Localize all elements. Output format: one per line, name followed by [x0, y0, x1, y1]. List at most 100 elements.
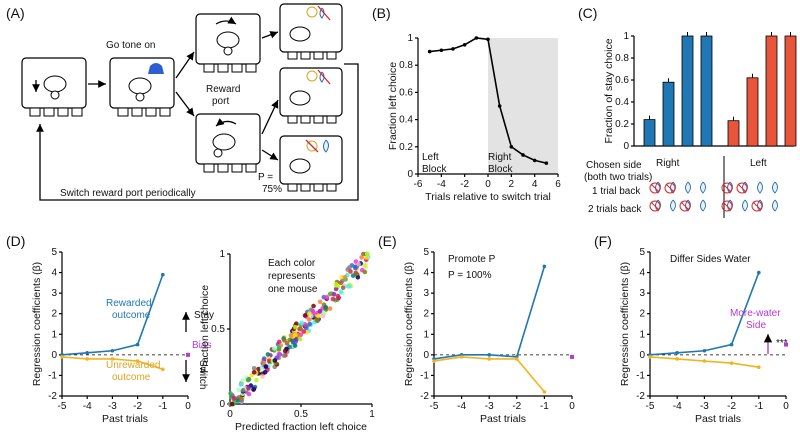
- unrewarded-label-1: Unrewarded: [106, 360, 160, 371]
- scatter-x-tick: 0: [227, 409, 233, 420]
- b-point: [486, 37, 490, 42]
- scatter-x-label: Predicted fraction left choice: [235, 421, 367, 433]
- scatter-point: [331, 292, 337, 297]
- scatter-point: [282, 338, 287, 343]
- both-two-trials: (both two trials): [584, 172, 652, 183]
- panel-e-axes: -2 -1 0 1 2 3 4 5 -5 -4 -3 -2 -1 0 Past trials Regressi…: [403, 247, 575, 425]
- f-point: [675, 351, 679, 355]
- promote-title: Promote P: [448, 254, 496, 265]
- stay-label: Stay: [194, 310, 214, 321]
- scatter-point: [338, 289, 344, 295]
- f-x-label: Past trials: [695, 413, 741, 425]
- right-block-1: Right: [488, 152, 512, 163]
- chosen-side: Chosen side: [586, 160, 642, 171]
- b-point: [451, 47, 455, 51]
- e-x-tick: -4: [457, 401, 466, 412]
- d-point: [60, 355, 64, 359]
- scatter-point: [298, 326, 303, 332]
- b-y-tick: 1: [407, 33, 413, 44]
- scatter-points: [227, 251, 371, 407]
- c-bar: [784, 35, 797, 147]
- scatter-point: [288, 333, 294, 338]
- two-trials-back: 2 trials back: [588, 204, 642, 215]
- scatter-point: [302, 313, 308, 318]
- switch-text: Switch reward port periodically: [60, 188, 196, 199]
- f-bias-point: [784, 342, 788, 347]
- d-y-tick: -2: [48, 391, 57, 402]
- b-y-label: Fraction left choice: [387, 62, 399, 150]
- panel-c-bars: [643, 32, 797, 147]
- cage-start: [21, 57, 87, 117]
- scatter-point: [238, 382, 244, 387]
- d-point: [85, 357, 89, 361]
- scatter-point: [282, 348, 288, 354]
- scatter-point: [297, 336, 303, 342]
- panel-f: (F) -2 -1 0 1 2 3 4 5 -5 -4 -3 -2 -1 0 Past trials Regr…: [594, 233, 789, 425]
- water-drop-icon: [757, 181, 763, 194]
- scatter-point: [356, 261, 361, 267]
- e-x-tick: -3: [485, 401, 494, 412]
- scatter-point: [251, 387, 257, 392]
- scatter-point: [240, 377, 245, 383]
- f-x-tick: -1: [754, 401, 763, 412]
- scatter-point: [251, 365, 257, 371]
- e-point: [487, 357, 492, 361]
- scatter-point: [317, 308, 323, 314]
- panel-a-label: (A): [6, 5, 25, 21]
- scatter-point: [335, 293, 341, 299]
- f-x-tick: 0: [783, 401, 789, 412]
- rewarded-label-1: Rewarded: [106, 298, 152, 309]
- scatter-point: [359, 255, 364, 260]
- water-drop-icon: [700, 181, 706, 194]
- no-reward-icon: [679, 200, 691, 212]
- scatter-point: [333, 286, 339, 292]
- d-y-tick: 5: [51, 247, 57, 258]
- scatter-point: [340, 285, 346, 291]
- e-x-tick: -2: [512, 401, 521, 412]
- scatter-point: [364, 255, 369, 260]
- water-drop-icon: [685, 181, 691, 194]
- no-reward-icon: [664, 182, 676, 194]
- b-x-tick: -2: [460, 179, 469, 190]
- scatter-point: [292, 343, 298, 348]
- left-block-2: Block: [422, 164, 447, 175]
- d-point: [110, 357, 115, 361]
- scatter-point: [321, 310, 326, 315]
- d-x-tick: -3: [108, 401, 117, 412]
- f-point: [648, 355, 652, 359]
- scatter-point: [235, 398, 241, 403]
- scatter-point: [229, 401, 235, 407]
- e-point: [459, 355, 464, 359]
- scatter-point: [260, 374, 265, 379]
- scatter-point: [231, 395, 237, 401]
- e-point: [515, 357, 519, 361]
- c-y-tick: 1: [623, 31, 629, 42]
- b-x-tick: 0: [485, 179, 491, 190]
- scatter-point: [272, 358, 278, 363]
- outcome-3: [279, 135, 343, 192]
- more-water-1: More-water: [730, 308, 781, 319]
- b-point: [497, 104, 502, 108]
- panel-c-icons: [649, 181, 778, 212]
- unrewarded-label-2: outcome: [112, 372, 151, 383]
- scatter-note-3: one mouse: [268, 284, 318, 295]
- scatter-y-tick: 0.5: [211, 324, 225, 335]
- scatter-point: [275, 355, 280, 360]
- scatter-point: [271, 346, 277, 351]
- right-block-2: Block: [488, 164, 513, 175]
- outcome-1: [279, 3, 343, 60]
- scatter-x-tick: 0.5: [294, 409, 308, 420]
- scatter-point: [311, 303, 316, 309]
- panel-c-axes: 0 0.2 0.4 0.6 0.8 1 Fraction of stay choice: [603, 31, 794, 152]
- d-point: [135, 359, 140, 363]
- scatter-point: [293, 324, 298, 330]
- e-y-tick: 4: [423, 268, 429, 279]
- panel-d-series: [60, 272, 190, 372]
- f-point: [757, 365, 761, 370]
- e-y-tick: -2: [420, 391, 429, 402]
- c-y-label: Fraction of stay choice: [603, 38, 615, 143]
- c-y-tick: 0.6: [615, 75, 629, 86]
- d-point: [161, 272, 165, 277]
